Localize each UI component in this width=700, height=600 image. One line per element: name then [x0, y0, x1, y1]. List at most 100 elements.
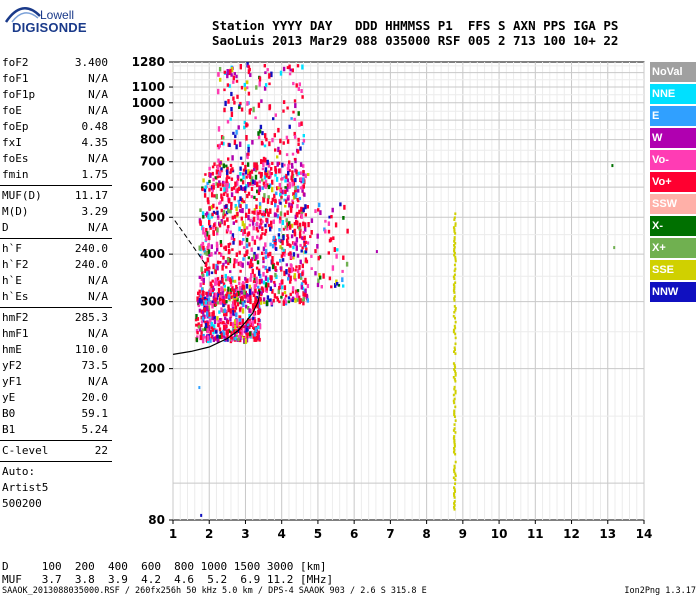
- echo-point: [245, 304, 248, 309]
- param-label: foEp: [2, 120, 29, 133]
- echo-point: [262, 271, 265, 277]
- echo-point: [255, 204, 258, 210]
- echo-point: [243, 82, 246, 87]
- echo-point: [241, 295, 244, 301]
- echo-point: [235, 206, 238, 212]
- echo-point: [239, 204, 242, 209]
- echo-point: [209, 226, 212, 230]
- param-value: N/A: [88, 88, 108, 101]
- echo-point: [222, 163, 225, 169]
- echo-point: [258, 309, 262, 314]
- echo-point: [247, 182, 250, 188]
- echo-point: [241, 180, 245, 185]
- echo-point: [221, 291, 224, 296]
- echo-point: [239, 261, 242, 267]
- echo-point: [232, 80, 235, 84]
- param-value: 20.0: [81, 391, 109, 404]
- echo-point: [232, 263, 236, 269]
- echo-point: [263, 232, 267, 236]
- echo-point: [212, 230, 215, 236]
- echo-point: [301, 188, 304, 193]
- echo-point: [223, 246, 226, 250]
- echo-point: [453, 269, 456, 273]
- echo-point: [256, 333, 259, 339]
- echo-point: [225, 265, 228, 269]
- echo-point: [263, 301, 266, 305]
- echo-point: [295, 169, 298, 175]
- echo-point: [220, 167, 223, 171]
- echo-point: [258, 270, 261, 276]
- echo-point: [452, 437, 455, 440]
- echo-point: [201, 241, 204, 246]
- echo-point: [279, 211, 283, 216]
- echo-point: [300, 121, 303, 126]
- echo-point: [211, 328, 214, 332]
- echo-point: [245, 212, 248, 218]
- echo-point: [234, 189, 238, 194]
- echo-point: [287, 183, 290, 187]
- echo-point: [239, 296, 243, 301]
- echo-point: [257, 246, 260, 251]
- echo-point: [298, 231, 302, 236]
- echo-point: [258, 202, 262, 207]
- echo-point: [216, 260, 220, 265]
- echo-point: [233, 309, 237, 313]
- echo-point: [453, 496, 456, 499]
- echo-point: [220, 141, 224, 145]
- x-tick-label: 12: [563, 527, 580, 541]
- echo-point: [217, 292, 220, 298]
- echo-point: [236, 180, 239, 186]
- echo-point: [267, 211, 270, 216]
- echo-point: [452, 446, 455, 450]
- echo-point: [452, 275, 455, 279]
- echo-point: [293, 221, 297, 226]
- echo-point: [453, 377, 456, 381]
- echo-point: [296, 149, 300, 154]
- muf-frequency-row: MUF 3.7 3.8 3.9 4.2 4.6 5.2 6.9 11.2 [MH…: [2, 573, 334, 586]
- echo-point: [255, 295, 258, 299]
- echo-point: [222, 210, 226, 216]
- echo-point: [453, 387, 456, 391]
- echo-point: [262, 297, 266, 302]
- echo-point: [207, 249, 211, 255]
- echo-point: [256, 189, 259, 194]
- echo-point: [229, 322, 233, 326]
- echo-point: [247, 152, 250, 156]
- echo-point: [270, 172, 273, 176]
- echo-point: [299, 186, 303, 190]
- echo-point: [230, 202, 233, 206]
- echo-point: [230, 192, 234, 198]
- echo-point: [230, 283, 233, 287]
- echo-point: [278, 282, 282, 289]
- lowell-digisonde-logo: Lowell DIGISONDE: [0, 0, 87, 40]
- echo-point: [453, 310, 456, 314]
- echo-point: [224, 278, 228, 282]
- y-tick-label: 400: [140, 247, 165, 261]
- echo-point: [236, 211, 239, 217]
- echo-point: [226, 319, 229, 325]
- echo-point: [204, 300, 208, 305]
- echo-point: [295, 265, 298, 269]
- echo-point: [235, 319, 239, 324]
- echo-point: [268, 141, 271, 147]
- echo-point: [278, 286, 281, 290]
- echo-point: [296, 185, 300, 189]
- echo-point: [252, 280, 256, 284]
- echo-point: [299, 259, 302, 265]
- echo-point: [211, 315, 214, 321]
- echo-point: [274, 199, 277, 204]
- param-value: 240.0: [74, 258, 108, 271]
- echo-point: [228, 198, 231, 204]
- echo-point: [233, 299, 237, 306]
- echo-point: [223, 88, 226, 92]
- echo-point: [289, 244, 292, 248]
- echo-point: [219, 261, 222, 264]
- echo-point: [262, 260, 265, 264]
- echo-point: [208, 318, 212, 324]
- echo-point: [328, 215, 331, 219]
- echo-point: [240, 306, 243, 310]
- echo-point: [215, 193, 218, 200]
- echo-point: [216, 144, 220, 148]
- echo-point: [250, 247, 253, 252]
- param-label: yF1: [2, 375, 22, 388]
